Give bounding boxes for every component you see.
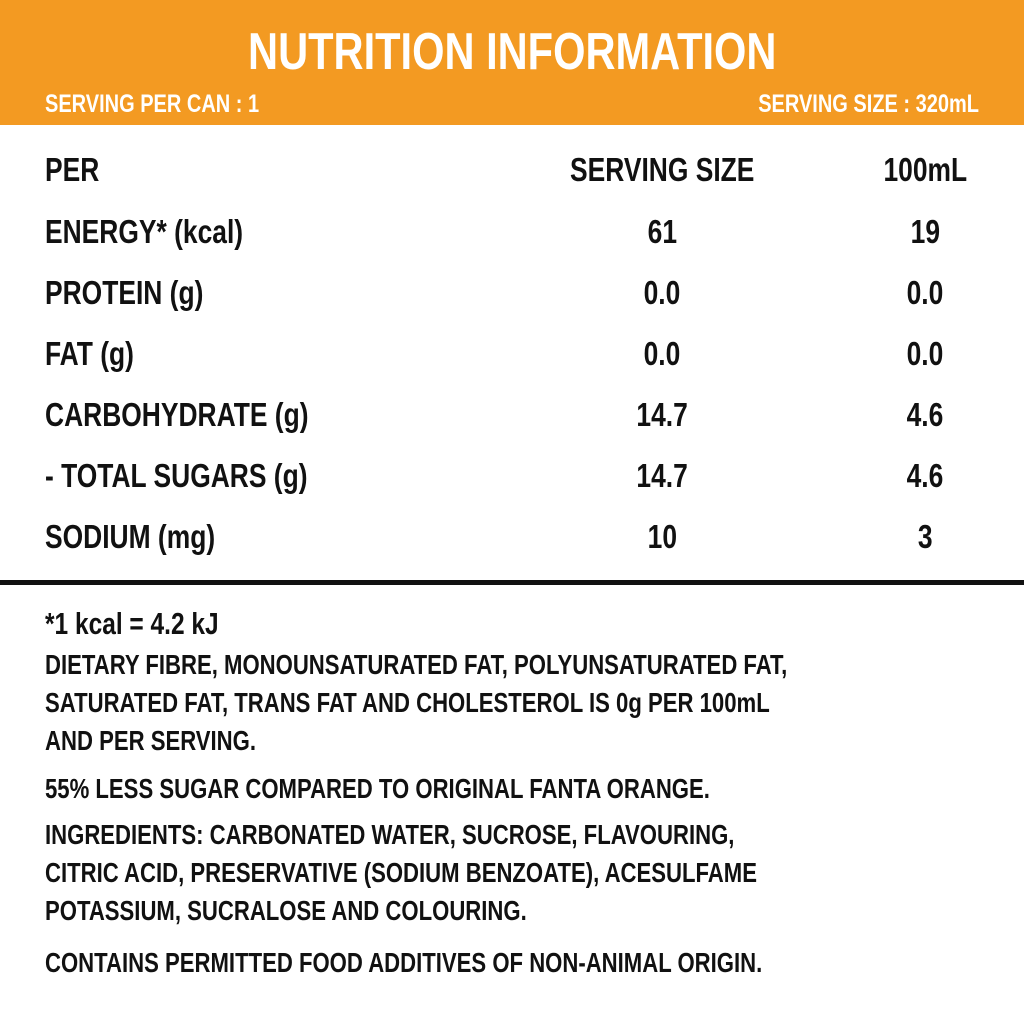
table-row: ENERGY* (kcal) 61 19 xyxy=(0,208,1024,256)
table-row: SODIUM (mg) 10 3 xyxy=(0,513,1024,561)
per100-value: 3 xyxy=(917,518,933,555)
footnote-line: DIETARY FIBRE, MONOUNSATURATED FAT, POLY… xyxy=(45,649,788,680)
serving-value: 10 xyxy=(647,518,677,555)
per100-value: 0.0 xyxy=(906,274,944,311)
sugar-claim: 55% LESS SUGAR COMPARED TO ORIGINAL FANT… xyxy=(45,773,710,804)
serving-value: 61 xyxy=(647,213,677,250)
kcal-footnote: *1 kcal = 4.2 kJ xyxy=(45,606,219,641)
nutrient-label: FAT (g) xyxy=(45,335,134,372)
serving-value: 14.7 xyxy=(636,396,688,433)
column-header-serving: SERVING SIZE xyxy=(569,151,755,188)
per100-value: 4.6 xyxy=(906,396,944,433)
footnote-line: AND PER SERVING. xyxy=(45,725,257,756)
per100-value: 19 xyxy=(910,213,940,250)
table-row: CARBOHYDRATE (g) 14.7 4.6 xyxy=(0,391,1024,439)
nutrient-label: ENERGY* (kcal) xyxy=(45,213,244,250)
per100-value: 4.6 xyxy=(906,457,944,494)
additives-note: CONTAINS PERMITTED FOOD ADDITIVES OF NON… xyxy=(45,947,763,978)
table-row: PROTEIN (g) 0.0 0.0 xyxy=(0,269,1024,317)
header-banner xyxy=(0,0,1024,125)
serving-value: 0.0 xyxy=(643,274,681,311)
page-title: NUTRITION INFORMATION xyxy=(247,23,777,81)
column-header-100ml: 100mL xyxy=(883,151,967,188)
serving-value: 14.7 xyxy=(636,457,688,494)
table-row: FAT (g) 0.0 0.0 xyxy=(0,330,1024,378)
serving-value: 0.0 xyxy=(643,335,681,372)
ingredients-line: INGREDIENTS: CARBONATED WATER, SUCROSE, … xyxy=(45,819,735,850)
nutrient-label: PROTEIN (g) xyxy=(45,274,204,311)
serving-size: SERVING SIZE : 320mL xyxy=(758,90,979,118)
ingredients-line: POTASSIUM, SUCRALOSE AND COLOURING. xyxy=(45,895,527,926)
divider xyxy=(0,580,1024,585)
serving-per-can: SERVING PER CAN : 1 xyxy=(45,90,260,118)
nutrient-label: CARBOHYDRATE (g) xyxy=(45,396,309,433)
footnote-line: SATURATED FAT, TRANS FAT AND CHOLESTEROL… xyxy=(45,687,770,718)
ingredients-line: CITRIC ACID, PRESERVATIVE (SODIUM BENZOA… xyxy=(45,857,757,888)
nutrient-label: - TOTAL SUGARS (g) xyxy=(45,457,308,494)
table-header-row: PER SERVING SIZE 100mL xyxy=(0,146,1024,194)
table-row: - TOTAL SUGARS (g) 14.7 4.6 xyxy=(0,452,1024,500)
nutrient-label: SODIUM (mg) xyxy=(45,518,216,555)
column-header-per: PER xyxy=(45,151,100,188)
per100-value: 0.0 xyxy=(906,335,944,372)
